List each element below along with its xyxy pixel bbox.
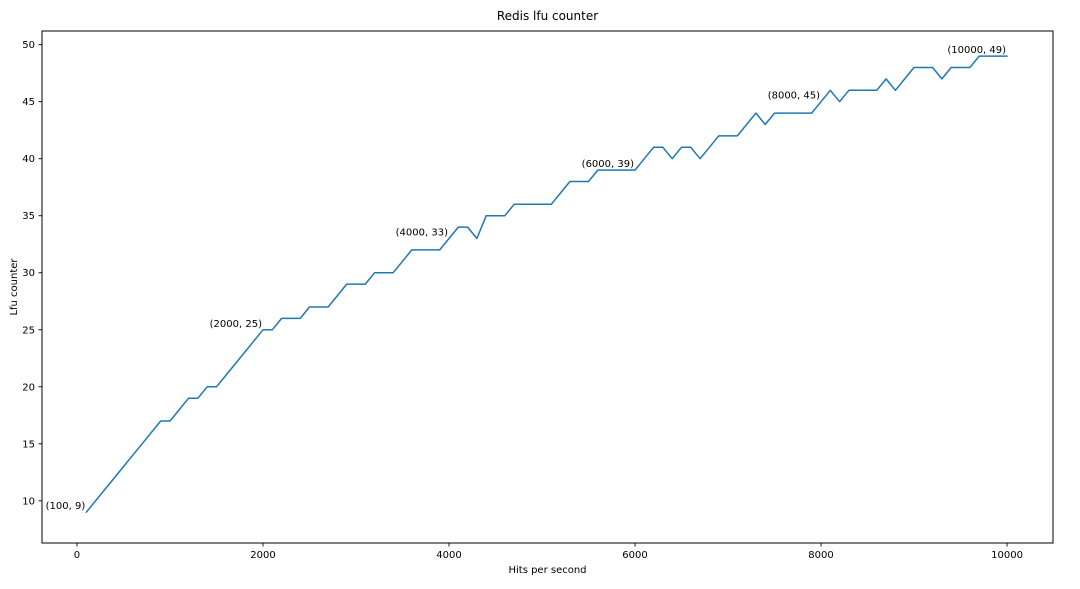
annotation-label: (10000, 49) [947, 45, 1006, 56]
x-tick-label: 2000 [250, 550, 275, 561]
x-tick-label: 10000 [991, 550, 1023, 561]
y-tick-label: 50 [22, 40, 35, 51]
y-tick-label: 10 [22, 496, 35, 507]
annotation-label: (4000, 33) [396, 228, 448, 239]
x-tick-label: 0 [74, 550, 80, 561]
x-tick-label: 8000 [808, 550, 833, 561]
x-tick-label: 4000 [436, 550, 461, 561]
annotation-label: (6000, 39) [582, 159, 634, 170]
lfu-line-series [85, 55, 1008, 513]
y-tick-label: 25 [22, 325, 35, 336]
x-axis-label: Hits per second [508, 565, 587, 576]
y-tick-label: 45 [22, 97, 35, 108]
plot-border [41, 30, 1054, 544]
y-tick-label: 15 [22, 439, 35, 450]
x-tick-label: 6000 [622, 550, 647, 561]
annotation-label: (2000, 25) [210, 319, 262, 330]
y-axis-label: Lfu counter [9, 258, 20, 316]
annotation-label: (100, 9) [46, 501, 86, 512]
y-tick-label: 35 [22, 211, 35, 222]
annotation-label: (8000, 45) [768, 91, 820, 102]
y-tick-label: 30 [22, 268, 35, 279]
y-tick-label: 40 [22, 154, 35, 165]
y-tick-label: 20 [22, 382, 35, 393]
chart-title: Redis lfu counter [496, 9, 599, 23]
